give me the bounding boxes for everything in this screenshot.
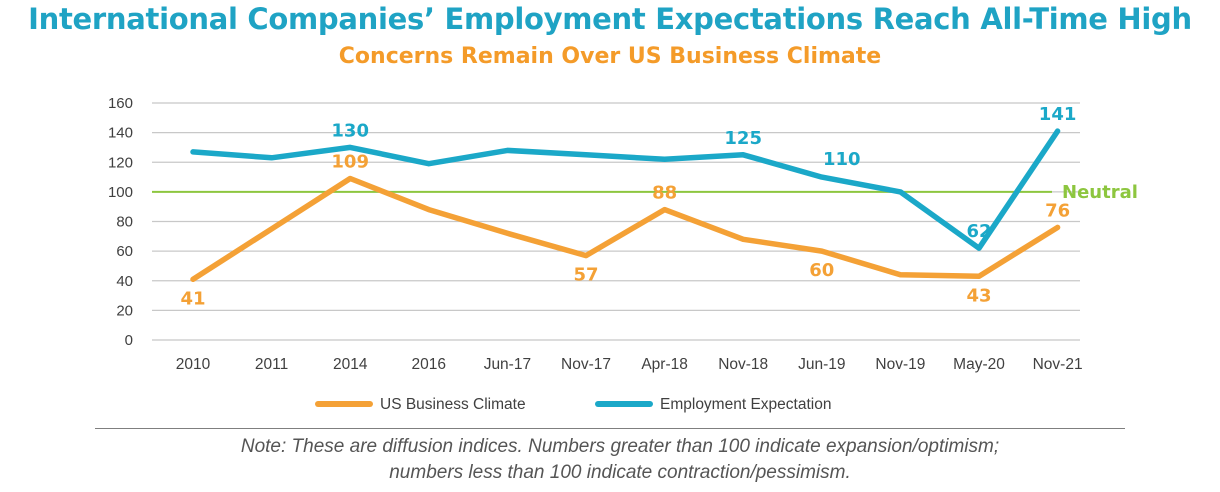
data-label-us-business-climate: 60	[809, 260, 834, 281]
data-point-employment-expectation	[898, 189, 903, 195]
data-point-employment-expectation	[976, 245, 982, 251]
data-point-us-business-climate	[347, 176, 353, 181]
series-line-employment-expectation	[190, 128, 1061, 251]
neutral-label: Neutral	[1062, 182, 1138, 203]
y-tick-label: 160	[108, 95, 133, 112]
data-label-us-business-climate: 109	[331, 152, 369, 173]
legend-label-employment-expectation: Employment Expectation	[660, 396, 831, 413]
footnote-line-1: Note: These are diffusion indices. Numbe…	[240, 436, 1000, 457]
neutral-reference: Neutral	[152, 182, 1138, 203]
data-point-employment-expectation	[740, 152, 746, 158]
x-tick-label: Nov-18	[718, 356, 768, 373]
data-point-employment-expectation	[1055, 128, 1060, 134]
data-point-employment-expectation	[505, 148, 510, 153]
series-lines	[190, 128, 1061, 283]
chart-subtitle: Concerns Remain Over US Business Climate	[338, 44, 882, 69]
x-tick-label: Nov-17	[561, 356, 611, 373]
data-label-us-business-climate: 43	[966, 285, 991, 306]
data-label-employment-expectation: 110	[823, 149, 861, 170]
data-point-us-business-climate	[583, 253, 589, 258]
data-point-us-business-climate	[898, 272, 903, 278]
x-tick-label: Nov-19	[875, 356, 925, 373]
data-point-us-business-climate	[426, 207, 432, 213]
data-point-employment-expectation	[426, 161, 432, 167]
series-line-us-business-climate	[190, 175, 1061, 283]
data-label-employment-expectation: 130	[331, 120, 369, 141]
data-point-us-business-climate	[740, 236, 746, 242]
y-tick-label: 80	[116, 214, 133, 231]
data-point-us-business-climate	[269, 226, 274, 232]
x-tick-label: May-20	[953, 356, 1005, 373]
data-label-us-business-climate: 57	[573, 265, 598, 286]
x-axis-ticks: 2010 2011 2014 2016 Jun-17 Nov-17 Apr-18 Nov-18…	[176, 356, 1083, 373]
data-labels: 41 109 57 88 60 43 76 130 125 110 62 141	[180, 104, 1076, 309]
data-point-employment-expectation	[662, 156, 667, 162]
x-tick-label: 2010	[176, 356, 211, 373]
y-tick-label: 40	[116, 273, 133, 290]
data-point-employment-expectation	[819, 174, 825, 180]
legend-label-us-business-climate: US Business Climate	[380, 396, 526, 413]
y-tick-label: 140	[108, 125, 133, 142]
data-label-us-business-climate: 88	[652, 183, 677, 204]
y-axis-ticks: 0 20 40 60 80 100 120 140 160	[108, 95, 133, 349]
data-point-us-business-climate	[190, 276, 196, 282]
legend: US Business Climate Employment Expectatio…	[315, 396, 831, 413]
data-point-us-business-climate	[1055, 225, 1060, 230]
y-tick-label: 120	[108, 154, 133, 171]
x-tick-label: Nov-21	[1033, 356, 1083, 373]
y-tick-label: 100	[108, 184, 133, 201]
data-point-employment-expectation	[190, 149, 196, 155]
x-tick-label: 2011	[255, 356, 288, 373]
data-point-employment-expectation	[347, 145, 353, 150]
data-label-us-business-climate: 41	[180, 288, 205, 309]
data-point-us-business-climate	[505, 230, 510, 236]
x-tick-label: 2014	[333, 356, 368, 373]
y-tick-label: 0	[125, 332, 133, 349]
x-tick-label: Apr-18	[641, 356, 688, 373]
x-tick-label: Jun-17	[484, 356, 531, 373]
data-label-employment-expectation: 62	[966, 221, 991, 242]
y-tick-label: 20	[116, 302, 133, 319]
data-point-employment-expectation	[583, 152, 589, 158]
x-tick-label: Jun-19	[798, 356, 845, 373]
data-point-us-business-climate	[662, 207, 667, 213]
data-label-employment-expectation: 125	[724, 128, 762, 149]
y-tick-label: 60	[116, 243, 133, 260]
note-divider	[95, 428, 1125, 429]
data-label-employment-expectation: 141	[1039, 104, 1077, 125]
data-label-us-business-climate: 76	[1045, 200, 1070, 221]
data-point-us-business-climate	[976, 273, 982, 279]
data-point-us-business-climate	[819, 248, 825, 254]
x-tick-label: 2016	[412, 356, 446, 373]
data-point-employment-expectation	[269, 155, 274, 161]
footnote-line-2: numbers less than 100 indicate contracti…	[389, 462, 851, 483]
chart-title: International Companies’ Employment Expe…	[28, 2, 1192, 36]
